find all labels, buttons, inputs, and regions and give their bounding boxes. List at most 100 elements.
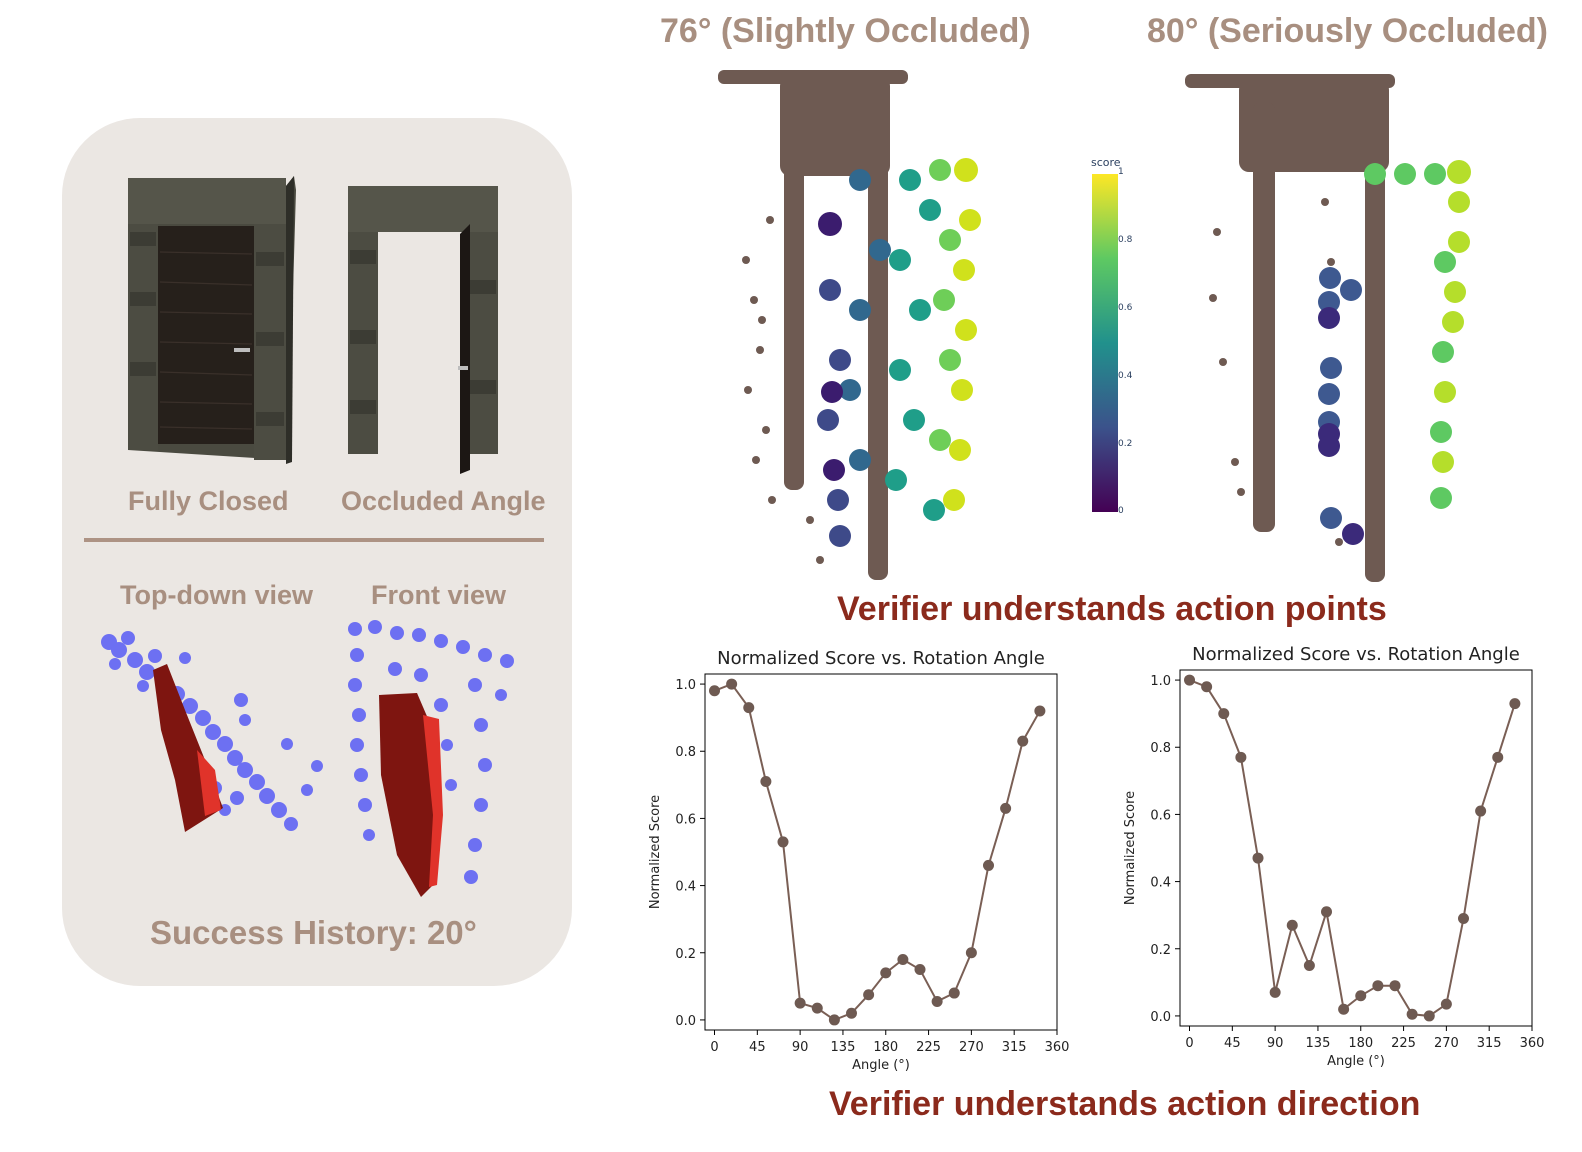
x-tick-label: 270 [1434, 1036, 1459, 1051]
action-points-caption: Verifier understands action points [837, 590, 1387, 628]
panel-divider [84, 538, 544, 542]
data-point [880, 967, 892, 979]
y-tick-label: 1.0 [1150, 674, 1171, 689]
x-tick-label: 360 [1045, 1040, 1070, 1055]
data-point [846, 1007, 858, 1019]
x-tick-label: 315 [1477, 1036, 1502, 1051]
x-tick-label: 225 [916, 1040, 941, 1055]
x-tick-label: 180 [873, 1040, 898, 1055]
score-line [714, 682, 1041, 1022]
x-tick-label: 360 [1520, 1036, 1545, 1051]
data-point [1509, 698, 1521, 710]
x-tick-label: 135 [1306, 1036, 1331, 1051]
data-point [1423, 1010, 1435, 1022]
x-tick-label: 90 [792, 1040, 809, 1055]
scatter-title-76: 76° (Slightly Occluded) [660, 12, 1031, 50]
data-point [863, 989, 875, 1001]
data-point [897, 953, 909, 965]
y-tick-label: 0.0 [1150, 1010, 1171, 1025]
data-point [1286, 919, 1298, 931]
colorbar-title: score [1091, 156, 1121, 169]
data-point [1184, 674, 1196, 686]
data-point [811, 1002, 823, 1014]
data-point [1269, 986, 1281, 998]
data-point [948, 987, 960, 999]
data-point [1303, 960, 1315, 972]
data-point [1406, 1008, 1418, 1020]
data-point [1201, 681, 1213, 693]
x-axis-label: Angle (°) [1327, 1054, 1385, 1069]
colorbar-tick-0.6: 0.6 [1118, 303, 1133, 313]
data-point [1440, 998, 1452, 1010]
front-view-label: Front view [371, 580, 507, 610]
y-tick-label: 0.6 [675, 812, 696, 827]
x-tick-label: 270 [959, 1040, 984, 1055]
data-point [1475, 805, 1487, 817]
x-axis-label: Angle (°) [852, 1058, 910, 1073]
action-direction-caption: Verifier understands action direction [829, 1085, 1421, 1123]
y-axis-label: Normalized Score [1123, 791, 1138, 905]
x-tick-label: 90 [1267, 1036, 1284, 1051]
data-point [1355, 990, 1367, 1002]
data-point [709, 685, 721, 697]
colorbar-tick-0.2: 0.2 [1118, 439, 1133, 449]
data-point [726, 678, 738, 690]
data-point [1338, 1003, 1350, 1015]
chart-title: Normalized Score vs. Rotation Angle [717, 648, 1045, 669]
data-point [1389, 980, 1401, 992]
data-point [1218, 708, 1230, 720]
plot-frame [1179, 669, 1533, 1027]
data-point [760, 775, 772, 787]
data-point [931, 995, 943, 1007]
x-tick-label: 315 [1002, 1040, 1027, 1055]
top-down-view-pointcloud [101, 631, 323, 832]
colorbar-tick-0.8: 0.8 [1118, 235, 1133, 245]
y-tick-label: 0.4 [675, 880, 696, 895]
y-tick-label: 0.8 [675, 745, 696, 760]
data-point [965, 947, 977, 959]
data-point [1372, 980, 1384, 992]
colorbar [1092, 174, 1118, 512]
x-tick-label: 180 [1348, 1036, 1373, 1051]
data-point [1252, 852, 1264, 864]
fully-closed-label: Fully Closed [128, 486, 289, 516]
data-point [983, 859, 995, 871]
x-tick-label: 45 [749, 1040, 766, 1055]
data-point [1034, 705, 1046, 717]
top-down-view-label: Top-down view [120, 580, 313, 610]
y-axis-label: Normalized Score [648, 795, 663, 909]
colorbar-tick-0.4: 0.4 [1118, 371, 1133, 381]
data-point [1000, 802, 1012, 814]
data-point [914, 964, 926, 976]
y-tick-label: 0.2 [675, 947, 696, 962]
y-tick-label: 0.2 [1150, 943, 1171, 958]
y-tick-label: 0.6 [1150, 808, 1171, 823]
y-tick-label: 0.8 [1150, 741, 1171, 756]
x-tick-label: 135 [831, 1040, 856, 1055]
data-point [1458, 913, 1470, 925]
fully-closed-door-image [128, 176, 296, 464]
chart-title: Normalized Score vs. Rotation Angle [1192, 644, 1520, 665]
data-point [743, 702, 755, 714]
line-chart-76: Normalized Score vs. Rotation Angle 0 45 90… [648, 648, 1070, 1073]
x-tick-label: 0 [1185, 1036, 1193, 1051]
plot-frame [704, 673, 1058, 1031]
x-tick-label: 225 [1391, 1036, 1416, 1051]
data-point [828, 1014, 840, 1026]
occluded-angle-label: Occluded Angle [341, 486, 546, 516]
x-tick-label: 45 [1224, 1036, 1241, 1051]
colorbar-tick-0: 0 [1118, 506, 1124, 516]
scatter-80-pointcloud [1185, 74, 1471, 582]
y-tick-label: 0.4 [1150, 876, 1171, 891]
x-tick-label: 0 [710, 1040, 718, 1055]
y-tick-label: 0.0 [675, 1014, 696, 1029]
occluded-angle-door-image [348, 186, 498, 474]
line-chart-80: Normalized Score vs. Rotation Angle 0 45 90… [1123, 644, 1545, 1069]
data-point [1235, 751, 1247, 763]
score-line [1189, 679, 1516, 1017]
y-tick-label: 1.0 [675, 678, 696, 693]
data-point [1492, 751, 1504, 763]
colorbar-tick-1: 1 [1118, 167, 1124, 177]
front-view-pointcloud [348, 620, 514, 897]
data-point [1321, 906, 1333, 918]
